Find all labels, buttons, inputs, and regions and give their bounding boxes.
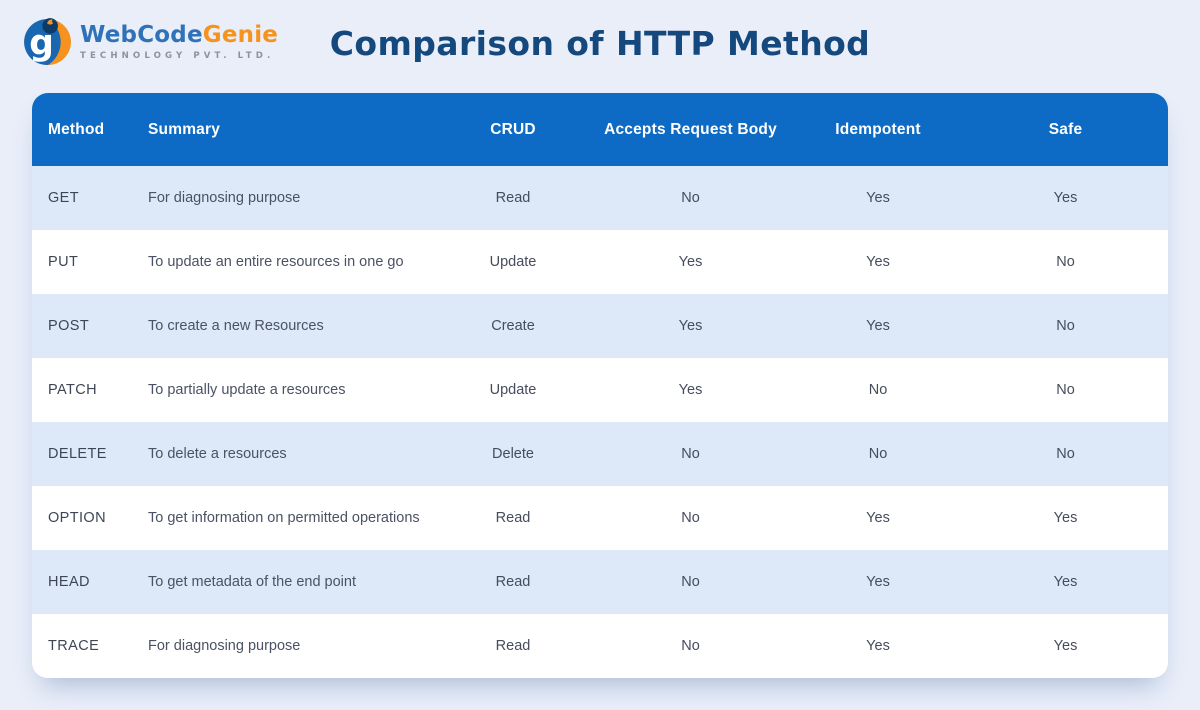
cell-method: OPTION (48, 510, 106, 526)
cell-idempotent: Yes (866, 638, 890, 654)
cell-crud: Read (495, 574, 531, 590)
column-header-crud: CRUD (490, 120, 536, 138)
cell-method: POST (48, 318, 90, 334)
cell-summary: For diagnosing purpose (148, 638, 301, 654)
cell-idempotent: Yes (866, 510, 890, 526)
cell-method: GET (48, 190, 80, 206)
column-header-safe: Safe (1048, 120, 1083, 138)
cell-method: PATCH (48, 382, 97, 398)
column-header-idempotent: Idempotent (835, 120, 921, 138)
cell-idempotent: No (868, 382, 888, 398)
cell-summary: To create a new Resources (148, 318, 324, 334)
cell-crud: Delete (492, 446, 534, 462)
cell-summary: To get metadata of the end point (148, 574, 356, 590)
brand-tagline: TECHNOLOGY PVT. LTD. (80, 50, 275, 61)
cell-idempotent: Yes (866, 190, 890, 206)
brand-name-primary: WebCode (80, 21, 203, 48)
cell-crud: Read (495, 510, 531, 526)
cell-idempotent: Yes (866, 254, 890, 270)
cell-summary: To update an entire resources in one go (148, 254, 404, 270)
cell-crud: Update (489, 382, 537, 398)
cell-accepts-request-body: No (681, 510, 700, 526)
brand-text: WebCodeGenie TECHNOLOGY PVT. LTD. (80, 22, 278, 61)
cell-summary: To get information on permitted operatio… (148, 510, 420, 526)
cell-accepts-request-body: No (681, 574, 700, 590)
cell-safe: No (1056, 446, 1075, 462)
cell-crud: Read (495, 190, 531, 206)
cell-accepts-request-body: Yes (678, 254, 703, 270)
table-row-head: HEAD To get metadata of the end point Re… (32, 550, 1168, 614)
cell-method: HEAD (48, 574, 90, 590)
cell-accepts-request-body: Yes (678, 382, 703, 398)
table-row-option: OPTION To get information on permitted o… (32, 486, 1168, 550)
cell-crud: Create (491, 318, 535, 334)
genie-lamp-logo-icon: g (24, 18, 71, 65)
brand-logo: g WebCodeGenie TECHNOLOGY PVT. LTD. (22, 16, 278, 66)
cell-safe: Yes (1053, 638, 1078, 654)
cell-idempotent: Yes (866, 318, 890, 334)
cell-method: DELETE (48, 446, 107, 462)
http-methods-comparison-table: Method Summary CRUD Accepts Request Body… (32, 93, 1168, 678)
cell-summary: To delete a resources (148, 446, 287, 462)
table-row-get: GET For diagnosing purpose Read No Yes Y… (32, 166, 1168, 230)
cell-accepts-request-body: No (681, 638, 700, 654)
cell-safe: Yes (1053, 510, 1078, 526)
brand-name: WebCodeGenie (80, 22, 278, 48)
table-row-patch: PATCH To partially update a resources Up… (32, 358, 1168, 422)
table-header-row: Method Summary CRUD Accepts Request Body… (32, 93, 1168, 166)
column-header-method: Method (48, 120, 105, 138)
cell-safe: Yes (1053, 574, 1078, 590)
cell-safe: No (1056, 382, 1075, 398)
cell-safe: Yes (1053, 190, 1078, 206)
cell-summary: For diagnosing purpose (148, 190, 301, 206)
column-header-accepts-request-body: Accepts Request Body (604, 120, 777, 138)
cell-idempotent: Yes (866, 574, 890, 590)
page-header: g WebCodeGenie TECHNOLOGY PVT. LTD. Comp… (0, 0, 1200, 93)
cell-crud: Update (489, 254, 537, 270)
table-row-delete: DELETE To delete a resources Delete No N… (32, 422, 1168, 486)
cell-accepts-request-body: No (681, 190, 700, 206)
brand-name-secondary: Genie (202, 21, 279, 48)
cell-method: TRACE (48, 638, 100, 654)
table-row-post: POST To create a new Resources Create Ye… (32, 294, 1168, 358)
table-row-put: PUT To update an entire resources in one… (32, 230, 1168, 294)
cell-safe: No (1056, 254, 1075, 270)
cell-summary: To partially update a resources (148, 382, 346, 398)
cell-idempotent: No (868, 446, 888, 462)
page-title: Comparison of HTTP Method (329, 24, 871, 63)
cell-method: PUT (48, 254, 79, 270)
table-row-trace: TRACE For diagnosing purpose Read No Yes… (32, 614, 1168, 678)
cell-crud: Read (495, 638, 531, 654)
column-header-summary: Summary (148, 120, 221, 138)
cell-accepts-request-body: Yes (678, 318, 703, 334)
cell-accepts-request-body: No (681, 446, 700, 462)
cell-safe: No (1056, 318, 1075, 334)
